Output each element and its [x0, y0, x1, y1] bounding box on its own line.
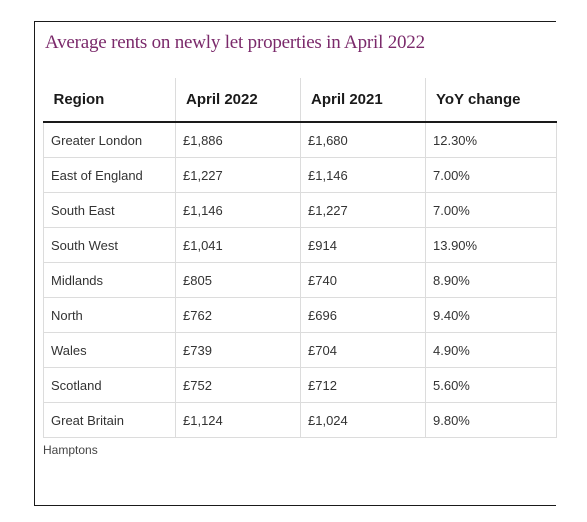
april-2021-cell: £712 — [300, 367, 426, 403]
region-cell: North — [43, 297, 176, 333]
april-2021-cell: £740 — [300, 262, 426, 298]
yoy-change-cell: 7.00% — [425, 157, 557, 193]
header-yoy-change: YoY change — [425, 78, 557, 123]
yoy-change-cell: 8.90% — [425, 262, 557, 298]
header-april-2021: April 2021 — [300, 78, 426, 123]
yoy-change-cell: 9.40% — [425, 297, 557, 333]
region-cell: Wales — [43, 332, 176, 368]
april-2021-cell: £696 — [300, 297, 426, 333]
april-2022-cell: £1,146 — [175, 192, 301, 228]
april-2022-cell: £1,041 — [175, 227, 301, 263]
region-cell: South West — [43, 227, 176, 263]
april-2021-cell: £914 — [300, 227, 426, 263]
april-2022-cell: £1,124 — [175, 402, 301, 438]
table-row: Greater London £1,886 £1,680 12.30% — [43, 122, 557, 158]
april-2022-cell: £1,227 — [175, 157, 301, 193]
april-2022-cell: £805 — [175, 262, 301, 298]
april-2022-cell: £752 — [175, 367, 301, 403]
table-row: South West £1,041 £914 13.90% — [43, 227, 557, 263]
header-region: Region — [43, 78, 176, 123]
table-row: North £762 £696 9.40% — [43, 297, 557, 333]
region-cell: East of England — [43, 157, 176, 193]
april-2022-cell: £1,886 — [175, 122, 301, 158]
table-row: Midlands £805 £740 8.90% — [43, 262, 557, 298]
header-april-2022: April 2022 — [175, 78, 301, 123]
table-row: South East £1,146 £1,227 7.00% — [43, 192, 557, 228]
rents-table: Region April 2022 April 2021 YoY change … — [43, 78, 557, 438]
april-2021-cell: £1,146 — [300, 157, 426, 193]
yoy-change-cell: 13.90% — [425, 227, 557, 263]
table-row: Great Britain £1,124 £1,024 9.80% — [43, 402, 557, 438]
region-cell: South East — [43, 192, 176, 228]
april-2021-cell: £1,024 — [300, 402, 426, 438]
april-2021-cell: £1,227 — [300, 192, 426, 228]
yoy-change-cell: 5.60% — [425, 367, 557, 403]
april-2022-cell: £762 — [175, 297, 301, 333]
april-2021-cell: £704 — [300, 332, 426, 368]
yoy-change-cell: 12.30% — [425, 122, 557, 158]
table-title: Average rents on newly let properties in… — [45, 32, 425, 53]
region-cell: Greater London — [43, 122, 176, 158]
april-2022-cell: £739 — [175, 332, 301, 368]
yoy-change-cell: 4.90% — [425, 332, 557, 368]
source-credit: Hamptons — [43, 443, 98, 457]
region-cell: Midlands — [43, 262, 176, 298]
figure-frame — [34, 21, 556, 506]
table-row: Scotland £752 £712 5.60% — [43, 367, 557, 403]
yoy-change-cell: 9.80% — [425, 402, 557, 438]
region-cell: Great Britain — [43, 402, 176, 438]
region-cell: Scotland — [43, 367, 176, 403]
table-row: Wales £739 £704 4.90% — [43, 332, 557, 368]
header-row: Region April 2022 April 2021 YoY change — [43, 78, 557, 123]
yoy-change-cell: 7.00% — [425, 192, 557, 228]
table-row: East of England £1,227 £1,146 7.00% — [43, 157, 557, 193]
april-2021-cell: £1,680 — [300, 122, 426, 158]
